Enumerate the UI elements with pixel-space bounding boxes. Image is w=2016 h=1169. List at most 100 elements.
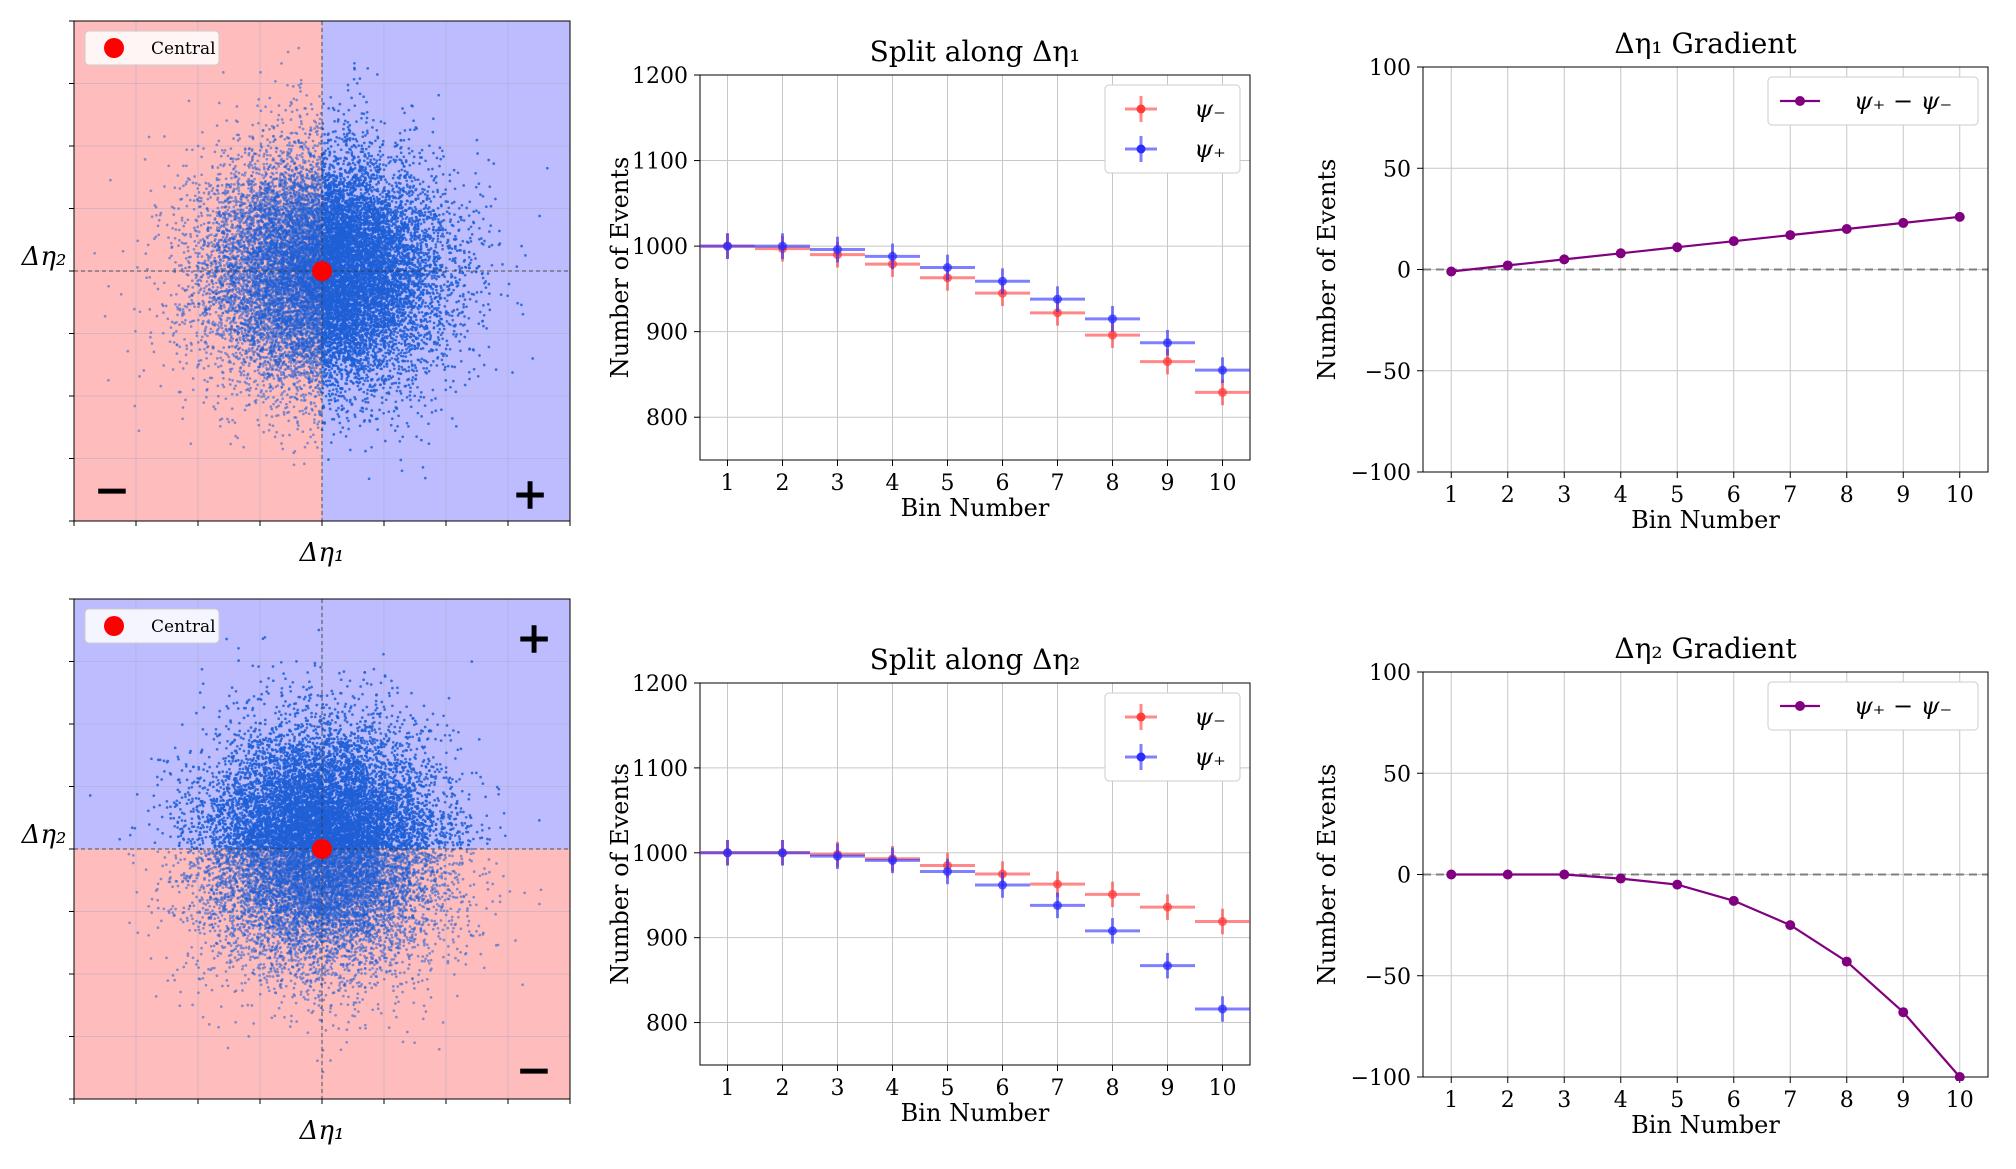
scatter-point (365, 101, 368, 104)
scatter-point (376, 379, 379, 382)
scatter-point (476, 139, 479, 142)
scatter-point (355, 120, 358, 123)
scatter-point (394, 145, 397, 148)
scatter-point (373, 395, 376, 398)
scatter-point (444, 366, 447, 369)
scatter-point (445, 354, 448, 357)
scatter-point (449, 386, 452, 389)
scatter-point (437, 94, 440, 97)
scatter-point (272, 403, 275, 406)
scatter-point (279, 367, 282, 370)
scatter-point (342, 113, 345, 116)
scatter-point (267, 144, 270, 147)
scatter-point (475, 209, 478, 212)
scatter-point (230, 220, 233, 223)
scatter-point (370, 446, 373, 449)
scatter-point (206, 266, 209, 269)
scatter-point (417, 332, 420, 335)
scatter-point (368, 155, 371, 158)
scatter-point (201, 336, 204, 339)
scatter-point (257, 424, 260, 427)
scatter-point (291, 145, 294, 148)
scatter-point (210, 300, 213, 303)
scatter-point (429, 320, 432, 323)
scatter-point (247, 265, 250, 268)
scatter-point (184, 399, 187, 402)
scatter-point (384, 178, 387, 181)
scatter-point (364, 401, 367, 404)
scatter-point (424, 211, 427, 214)
scatter-point (312, 433, 315, 436)
scatter-point (400, 168, 403, 171)
scatter-point (443, 305, 446, 308)
scatter-point (209, 313, 212, 316)
scatter-point (235, 352, 238, 355)
scatter-point (262, 401, 265, 404)
scatter-point (280, 442, 283, 445)
scatter-point (216, 124, 219, 127)
scatter-point (420, 339, 423, 342)
scatter-point (410, 353, 413, 356)
scatter-point (243, 273, 246, 276)
scatter-point (379, 150, 382, 153)
scatter-point (431, 168, 434, 171)
scatter-point (330, 441, 333, 444)
scatter-point (406, 422, 409, 425)
scatter-point (175, 330, 178, 333)
scatter-point (398, 341, 401, 344)
scatter-point (412, 162, 415, 165)
scatter-point (449, 220, 452, 223)
scatter-point (421, 149, 424, 152)
scatter-point (223, 304, 226, 307)
scatter-point (280, 158, 283, 161)
scatter-point (347, 420, 350, 423)
scatter-point (309, 428, 312, 431)
scatter-point (237, 192, 240, 195)
scatter-point (400, 366, 403, 369)
scatter-point (482, 304, 485, 307)
scatter-point (419, 183, 422, 186)
scatter-point (317, 426, 320, 429)
scatter-point (370, 409, 373, 412)
scatter-point (453, 330, 456, 333)
scatter-point (482, 218, 485, 221)
scatter-point (277, 165, 280, 168)
scatter-point (269, 154, 272, 157)
scatter-point (239, 381, 242, 384)
scatter-point (388, 183, 391, 186)
scatter-point (245, 336, 248, 339)
scatter-point (411, 217, 414, 220)
scatter-point (409, 390, 412, 393)
scatter-point (277, 114, 280, 117)
scatter-point (436, 292, 439, 295)
scatter-point (271, 125, 274, 128)
scatter-point (458, 265, 461, 268)
scatter-point (188, 309, 191, 312)
scatter-point (379, 146, 382, 149)
scatter-point (362, 95, 365, 98)
scatter-point (439, 195, 442, 198)
scatter-point (134, 330, 137, 333)
scatter-point (387, 410, 390, 413)
scatter-point (408, 152, 411, 155)
scatter-point (478, 354, 481, 357)
scatter-point (470, 258, 473, 261)
scatter-point (332, 433, 335, 436)
scatter-point (244, 409, 247, 412)
scatter-point (147, 244, 150, 247)
scatter-point (359, 92, 362, 95)
scatter-point (343, 159, 346, 162)
scatter-point (304, 132, 307, 135)
scatter-point (342, 163, 345, 166)
scatter-point (435, 181, 438, 184)
scatter-point (288, 141, 291, 144)
scatter-point (474, 172, 477, 175)
scatter-point (373, 188, 376, 191)
scatter-point (394, 330, 397, 333)
scatter-point (372, 119, 375, 122)
scatter-point (175, 222, 178, 225)
scatter-point (467, 291, 470, 294)
scatter-point (401, 435, 404, 438)
scatter-point (416, 324, 419, 327)
